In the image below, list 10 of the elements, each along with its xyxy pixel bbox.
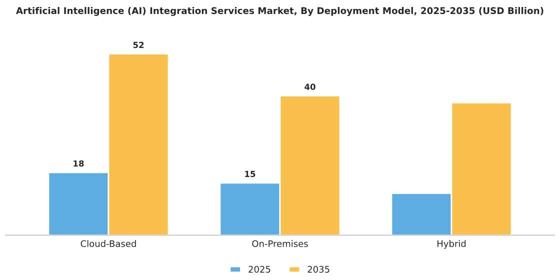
x-tick-label: On-Premises (252, 240, 308, 248)
legend-label: 2025 (248, 266, 270, 273)
chart-title: Artificial Intelligence (AI) Integration Services Market, By Deployment Model, 2025-2035 (USD Billion) (16, 7, 544, 16)
x-tick-label: Cloud-Based (80, 240, 136, 248)
legend-label: 2035 (308, 266, 330, 273)
data-label: 40 (304, 84, 316, 90)
data-label: 15 (245, 170, 256, 178)
x-tick-label: Hybrid (437, 240, 466, 249)
data-label: 18 (74, 160, 84, 167)
data-label: 52 (133, 42, 144, 48)
